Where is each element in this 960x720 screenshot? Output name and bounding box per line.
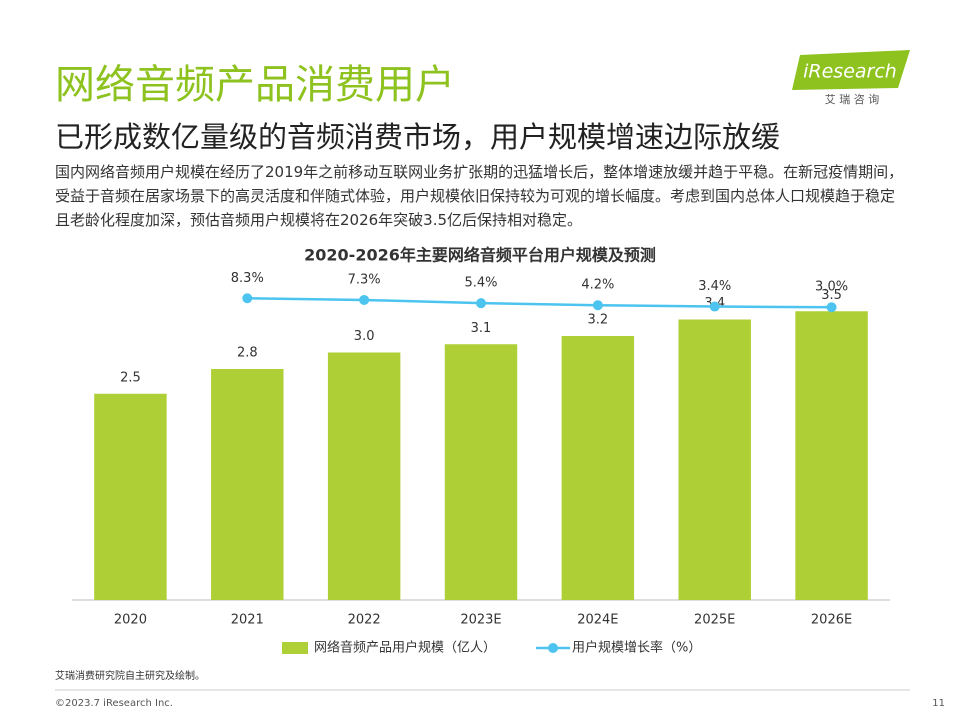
data-label: 3.5 [821,288,842,303]
bar [678,319,751,600]
bar [561,336,635,600]
legend-swatch [282,642,308,654]
description: 国内网络音频用户规模在经历了2019年之前移动互联网业务扩张期的迅猛增长后，整体… [55,163,904,229]
data-label: 8.3% [231,271,264,286]
source: 艾瑞消费研究院自主研究及绘制。 [55,669,205,682]
data-label: 2.5 [120,370,141,385]
line-point [476,298,486,309]
data-label: 3.1 [471,321,492,336]
x-tick-label: 2023E [460,613,501,628]
x-tick-label: 2024E [577,613,618,628]
data-label: 7.3% [348,272,381,287]
data-label: 5.4% [464,276,497,291]
line-point [359,294,370,305]
line-point [592,300,603,311]
bar [444,344,518,600]
slide-title: 网络音频产品消费用户 [55,62,455,108]
logo-shape [792,50,910,90]
data-label: 3.2 [588,313,609,328]
chart-title: 2020-2026年主要网络音频平台用户规模及预测 [304,246,656,265]
copyright: ©2023.7 iResearch Inc. [55,698,173,709]
page-number: 11 [932,698,945,709]
x-tick-label: 2021 [231,613,264,628]
bar [795,311,868,600]
legend-label: 网络音频产品用户规模（亿人） [314,640,496,656]
data-label: 3.0 [354,329,375,344]
x-tick-label: 2022 [348,613,381,628]
data-label: 2.8 [237,346,258,361]
x-tick-label: 2020 [114,613,147,628]
bar [327,352,401,600]
legend-label: 用户规模增长率（%） [572,640,701,656]
line [247,297,832,309]
logo-sub: 艾 瑞 咨 询 [825,92,880,106]
data-label: 3.4% [698,279,731,294]
bar [211,369,284,600]
slide-subtitle: 已形成数亿量级的音频消费市场，用户规模增速边际放缓 [55,120,781,154]
line-point [709,301,720,312]
line-point [242,293,253,304]
legend-swatch [548,643,559,653]
data-label: 3.0% [815,280,848,295]
bar [94,393,167,600]
logo: iResearch [803,61,897,83]
x-tick-label: 2026E [811,613,852,628]
data-label: 4.2% [581,278,614,293]
line-point [826,302,837,313]
x-tick-label: 2025E [694,613,735,628]
